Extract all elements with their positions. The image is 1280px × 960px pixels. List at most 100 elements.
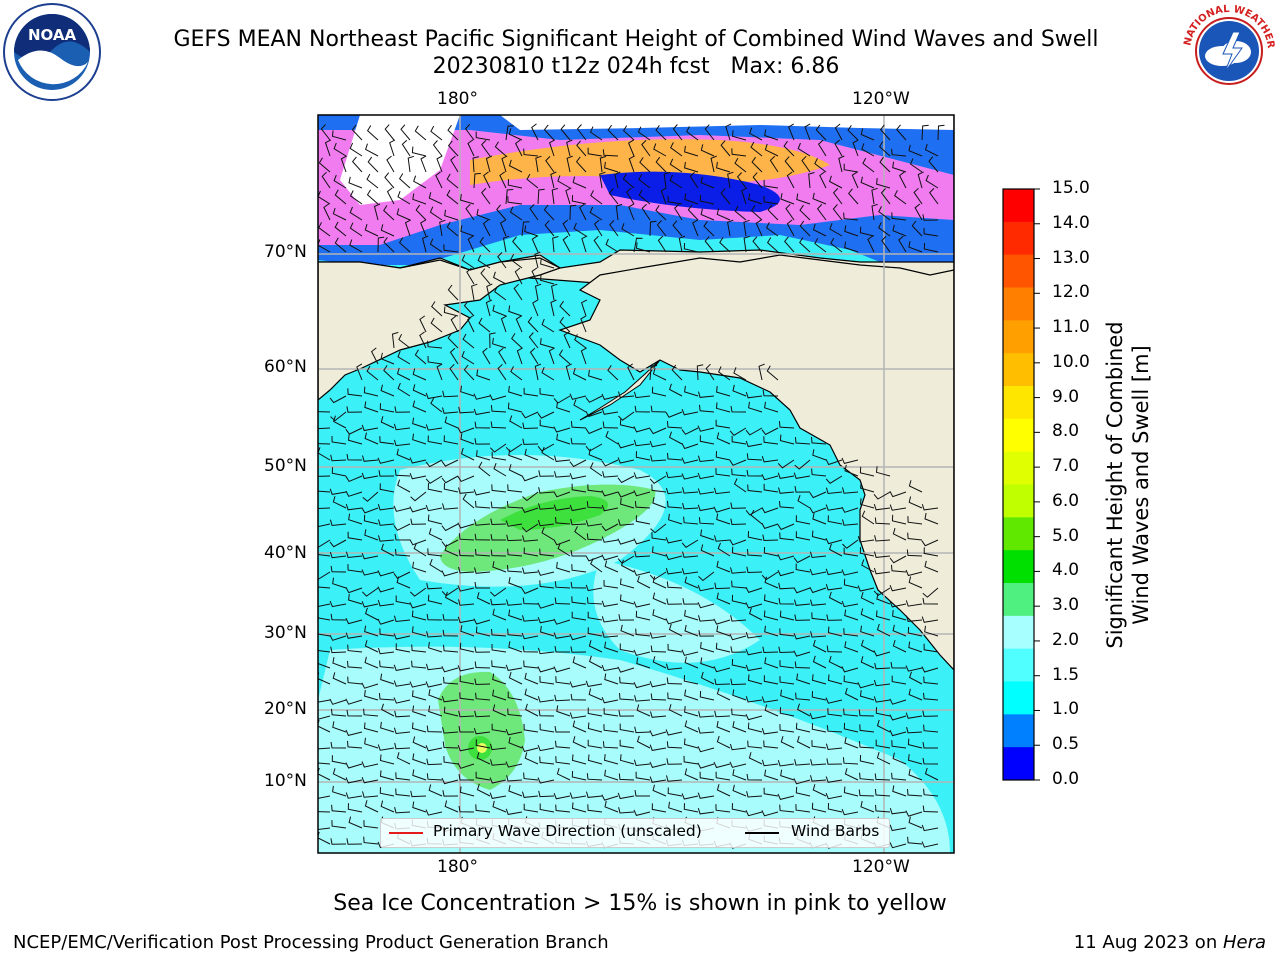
wind-barb xyxy=(733,478,747,493)
wind-barb xyxy=(698,571,715,582)
wind-barb xyxy=(585,680,603,687)
wind-barb xyxy=(411,660,427,669)
wind-barb xyxy=(889,504,907,511)
wind-barb xyxy=(861,510,875,525)
wind-barb xyxy=(557,542,571,557)
wind-barb xyxy=(681,568,699,575)
wind-barb xyxy=(571,194,587,205)
wind-barb xyxy=(586,501,603,509)
wind-barb xyxy=(777,793,795,800)
wind-barb xyxy=(923,227,939,237)
wind-barb xyxy=(811,612,827,621)
wind-barb xyxy=(347,803,363,813)
wind-barb xyxy=(634,405,651,413)
wind-barb xyxy=(457,745,475,752)
wind-barb xyxy=(889,714,907,721)
wind-barb xyxy=(473,408,491,416)
colorbar-label-line1: Significant Height of Combined xyxy=(1103,321,1127,649)
wind-barb xyxy=(432,140,443,157)
wind-barb xyxy=(427,435,443,445)
wind-barb xyxy=(633,569,651,576)
wind-barb xyxy=(431,301,443,317)
wind-barb xyxy=(618,710,635,717)
wind-barb xyxy=(393,633,411,640)
wind-barb xyxy=(379,436,395,445)
wind-barb xyxy=(555,756,571,765)
wind-barb xyxy=(699,404,715,413)
wind-barb xyxy=(461,254,475,269)
wind-barb xyxy=(534,251,541,269)
wind-barb xyxy=(812,513,827,525)
wind-barb xyxy=(878,222,891,237)
wind-barb xyxy=(460,447,475,461)
wind-barb xyxy=(412,753,427,765)
wind-barb xyxy=(534,363,542,381)
wind-barb xyxy=(585,395,603,403)
wind-barb xyxy=(562,219,571,237)
wind-barb xyxy=(825,568,843,576)
wind-barb xyxy=(508,577,523,589)
wind-barb xyxy=(764,576,779,589)
wind-barb xyxy=(521,632,539,640)
wind-barb xyxy=(924,512,939,525)
wind-barb xyxy=(447,140,459,157)
wind-barb xyxy=(496,204,507,221)
wind-barb xyxy=(473,727,491,735)
wind-barb xyxy=(539,387,555,397)
wind-barb xyxy=(589,462,603,477)
wind-barb xyxy=(794,661,811,669)
colorbar-swatch xyxy=(1003,615,1034,650)
wind-barb xyxy=(458,566,475,574)
wind-barb xyxy=(604,673,619,685)
wind-barb xyxy=(891,564,907,573)
wind-barb xyxy=(697,584,715,592)
wind-barb xyxy=(907,738,923,749)
wind-barb xyxy=(666,581,683,589)
wind-barb xyxy=(475,626,491,637)
wind-barb xyxy=(692,219,699,237)
wind-barb xyxy=(554,471,571,478)
wind-barb xyxy=(741,187,748,205)
wind-barb xyxy=(474,661,491,669)
wind-barb xyxy=(383,205,395,221)
wind-barb xyxy=(345,503,363,511)
wind-barb xyxy=(828,175,843,189)
wind-barb xyxy=(572,656,587,669)
wind-barb xyxy=(524,448,539,461)
wind-barb xyxy=(713,666,731,673)
wind-barb xyxy=(514,267,523,285)
wind-barb xyxy=(763,740,779,749)
wind-barb xyxy=(763,675,779,685)
wind-barb xyxy=(412,769,427,781)
wind-barb xyxy=(497,363,507,381)
wind-barb xyxy=(585,584,603,592)
wind-barb xyxy=(667,452,683,461)
wind-barb xyxy=(652,367,667,381)
wind-barb xyxy=(498,347,507,365)
wind-barb xyxy=(537,602,555,609)
wind-barb xyxy=(473,393,491,400)
wind-barb xyxy=(907,754,923,765)
wind-barb xyxy=(524,225,539,237)
wind-barb xyxy=(560,124,571,141)
wind-barb xyxy=(554,597,571,605)
wind-barb xyxy=(793,650,811,657)
wind-barb xyxy=(812,655,827,669)
wind-barb xyxy=(570,437,587,445)
wind-barb xyxy=(793,555,811,564)
wind-barb xyxy=(745,664,763,672)
wind-barb xyxy=(667,643,683,653)
wind-barb xyxy=(905,712,923,719)
wind-barb xyxy=(928,156,939,173)
wind-barb xyxy=(531,267,539,285)
wind-barb xyxy=(649,475,667,484)
wind-barb xyxy=(332,721,347,733)
wind-barb xyxy=(439,219,446,237)
wind-barb xyxy=(655,156,667,173)
wind-barb xyxy=(522,597,539,605)
wind-barb xyxy=(812,449,827,461)
wind-barb xyxy=(669,158,683,173)
wind-barb xyxy=(425,424,443,431)
wind-barb xyxy=(657,235,667,253)
wind-barb xyxy=(841,600,859,608)
